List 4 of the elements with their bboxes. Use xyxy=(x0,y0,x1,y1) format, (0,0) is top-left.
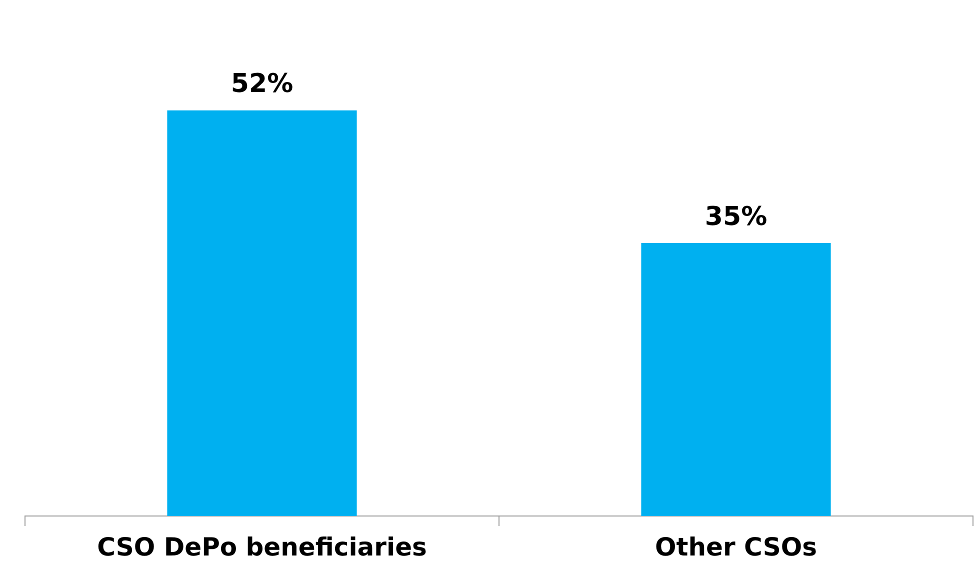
data-label: 52% xyxy=(230,69,294,100)
x-tick-label: Other CSOs xyxy=(655,532,817,562)
x-tick-label: CSO DePo beneficiaries xyxy=(97,532,427,562)
data-label: 35% xyxy=(704,202,768,232)
